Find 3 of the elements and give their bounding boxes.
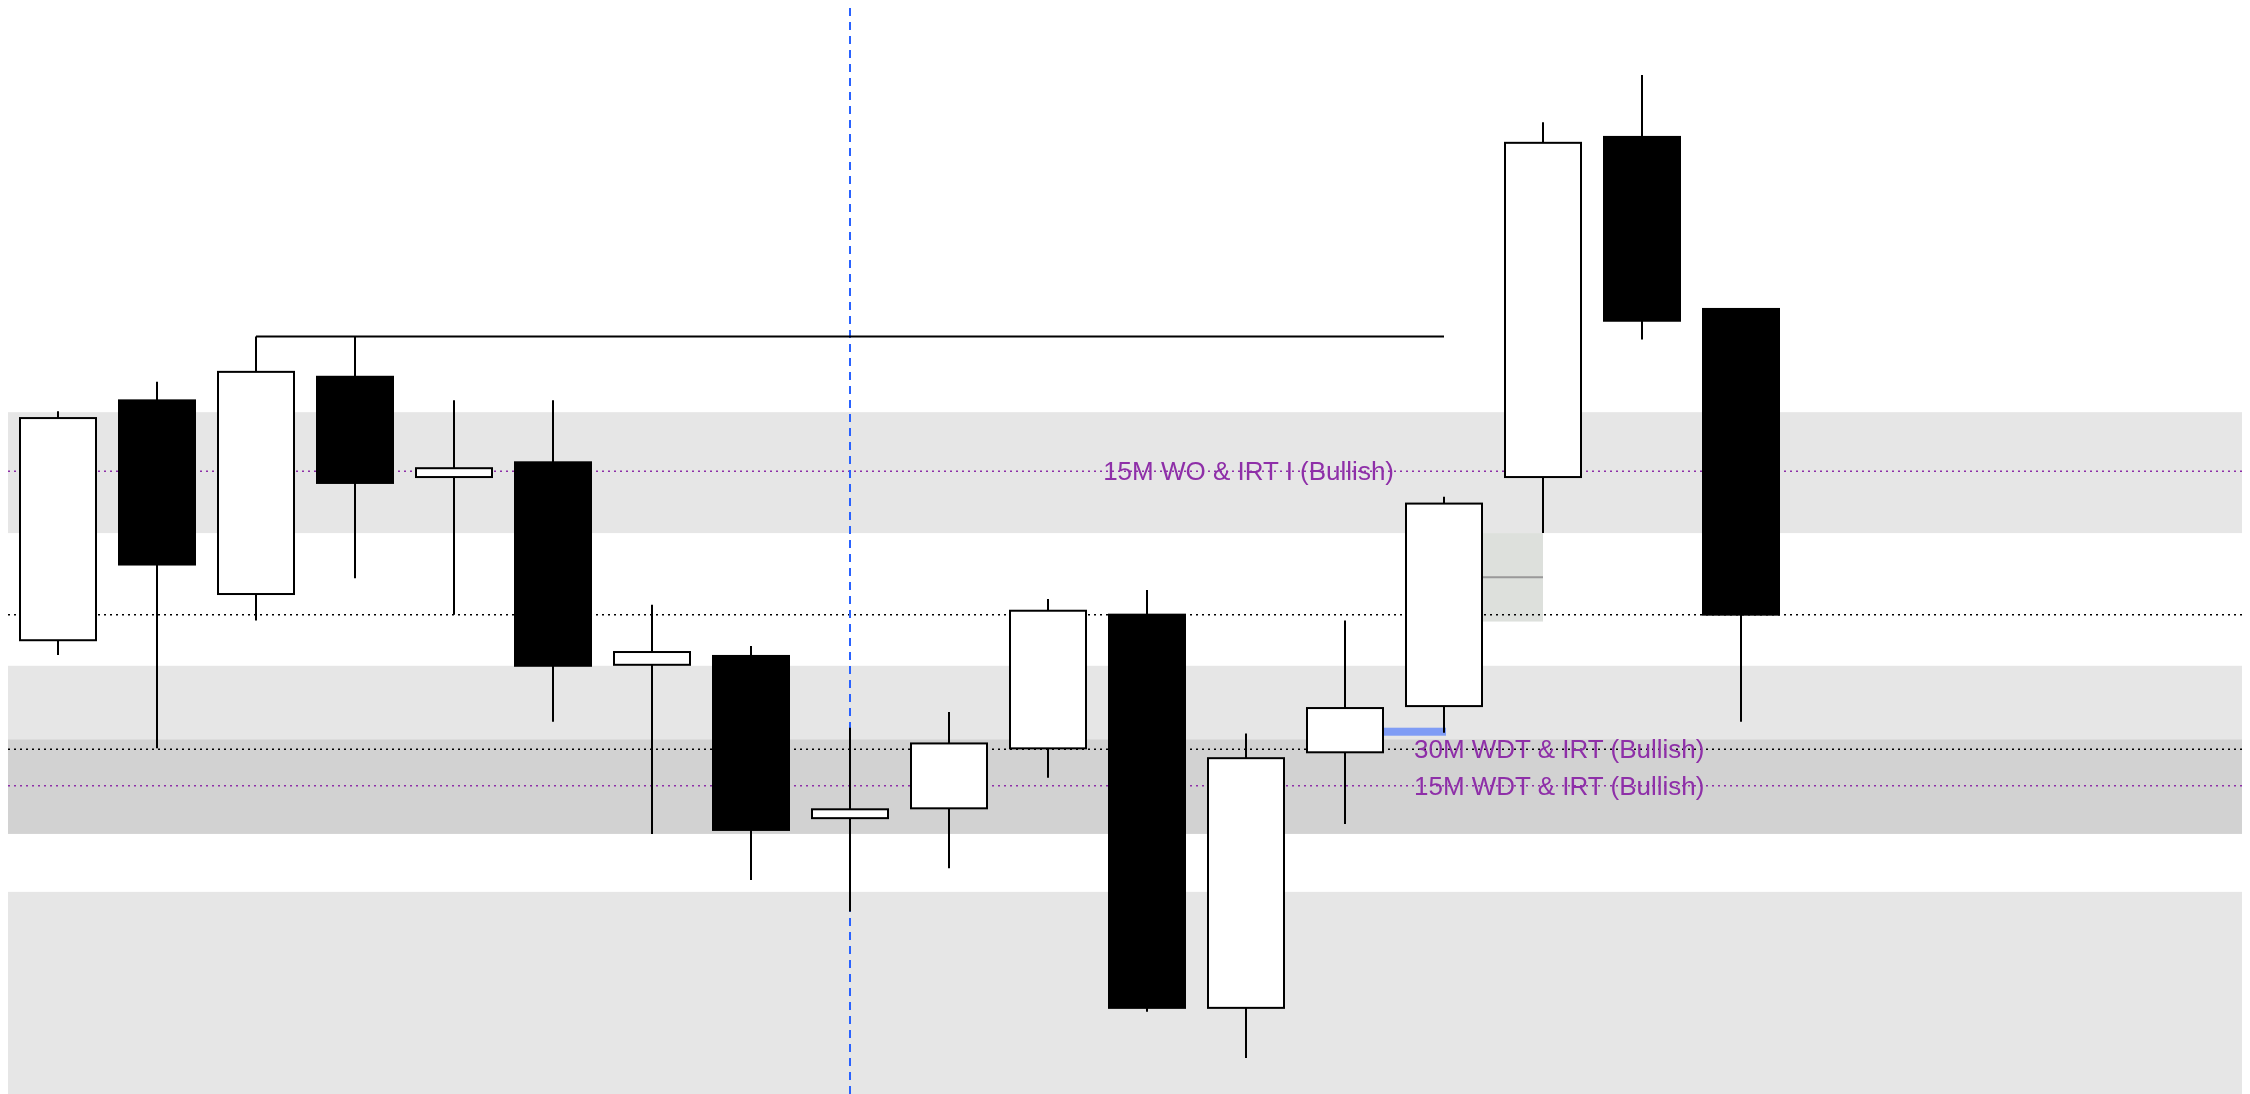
ref-line-label: 15M WDT & IRT (Bullish) [1414,770,1705,801]
ref-line-label: 15M WO & IRT I (Bullish) [1103,456,1394,487]
ref-line-label: 30M WDT & IRT (Bullish) [1414,734,1705,765]
